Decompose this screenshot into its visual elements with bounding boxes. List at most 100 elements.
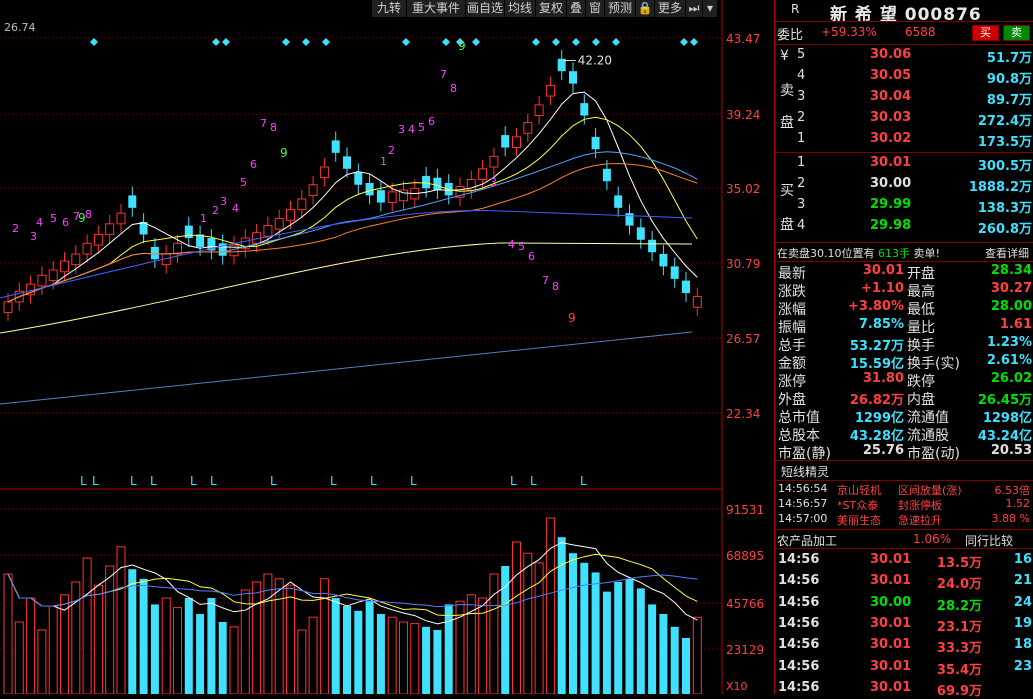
ask-price: 30.04 (870, 89, 912, 104)
count-label: 3 (490, 176, 497, 189)
candle-body-down (218, 243, 227, 256)
tick-count: 16 (1013, 552, 1032, 567)
tick-volume: 28.2万 (936, 598, 982, 614)
signal-diamond (472, 38, 480, 46)
candle-body-up (308, 184, 318, 196)
view-detail-link[interactable]: 查看详细 (985, 247, 1029, 260)
count-label: 2 (12, 222, 19, 235)
stat-label: 振幅 (778, 320, 806, 336)
volume-bar-up (3, 573, 13, 694)
count-label: 7 (260, 117, 267, 130)
candle-body-down (557, 58, 566, 72)
count-label: 7 (542, 274, 549, 287)
tick-volume: 23.1万 (936, 619, 982, 635)
stat-label: 量比 (907, 320, 935, 336)
volume-bar-up (489, 573, 499, 694)
candle-body-down (365, 182, 374, 196)
volume-bar-up (512, 541, 521, 694)
volume-bar-down (433, 630, 442, 694)
count-label: 8 (270, 121, 277, 134)
bid-price: 30.01 (870, 155, 912, 170)
signal-diamond (456, 38, 464, 46)
candle-body-up (286, 209, 295, 221)
sprite-time: 14:56:57 (778, 497, 828, 510)
tick-count: 23 (1013, 658, 1032, 674)
tick-price: 30.01 (870, 615, 912, 631)
toolbar-button-1[interactable]: 重大事件 (407, 0, 466, 17)
candle-body-up (93, 233, 103, 246)
stat-label: 内盘 (907, 392, 935, 408)
toolbar-button-7[interactable]: 预测 (605, 0, 636, 17)
toolbar-button-8[interactable]: 🔒 (636, 0, 655, 17)
tick-time: 14:56 (778, 552, 820, 567)
stat-label: 总手 (778, 338, 806, 354)
buy-button[interactable]: 买 (972, 25, 999, 41)
bottom-marker: L (330, 474, 337, 488)
sprite-stock: *ST众泰 (837, 499, 879, 512)
volume-bar-down (682, 638, 690, 694)
signal-diamond (592, 38, 600, 46)
stat-label: 最新 (778, 266, 806, 282)
toolbar-button-0[interactable]: 九转 (372, 0, 407, 17)
count-label: 4 (508, 238, 515, 251)
ask-level: 2 (797, 110, 806, 125)
toolbar-button-3[interactable]: 均线 (505, 0, 536, 17)
sell-button[interactable]: 卖 (1003, 25, 1030, 41)
tick-time: 14:56 (778, 637, 820, 653)
volume-bar-up (48, 605, 58, 694)
toolbar-button-2[interactable]: 画自选 (466, 0, 505, 17)
stat-value: 31.80 (862, 371, 904, 386)
volume-bar-up (14, 621, 24, 694)
signal-diamond (402, 38, 410, 46)
volume-bar-up (82, 557, 92, 694)
bid-volume: 138.3万 (977, 201, 1032, 216)
weibi-value: +59.33% (821, 25, 877, 39)
bottom-marker: L (530, 474, 537, 488)
stock-code: 000876 (904, 5, 982, 25)
sector-name[interactable]: 农产品加工 (777, 534, 838, 548)
volume-tick-label: 45766 (726, 597, 764, 611)
max-price-label: 42.20 (578, 54, 612, 68)
ask-price: 30.03 (870, 110, 912, 125)
candle-body-down (569, 71, 577, 84)
tick-volume: 69.9万 (936, 683, 982, 699)
volume-bar-down (602, 591, 611, 694)
candle-body-up (71, 253, 81, 266)
count-label: 2 (212, 204, 219, 217)
price-tick-label: 30.79 (726, 257, 760, 271)
signal-diamond (90, 38, 98, 46)
volume-bar-up (252, 581, 262, 694)
market-tag: R (791, 2, 800, 16)
top-left-label: 26.74 (4, 21, 36, 34)
quote-panel: R 新 希 望 000876 委比 +59.33% 6588 买 卖 ¥ 卖盘 5 3… (774, 0, 1033, 699)
toolbar-button-5[interactable]: 叠 (567, 0, 586, 17)
volume-bar-up (116, 546, 126, 694)
toolbar-button-4[interactable]: 复权 (536, 0, 567, 17)
count-label: 5 (240, 176, 247, 189)
sprite-title[interactable]: 短线精灵 (781, 465, 830, 479)
volume-bar-down (331, 598, 340, 694)
volume-tick-label: 23129 (726, 643, 764, 657)
ma120-line (0, 210, 693, 299)
candle-body-down (139, 222, 148, 235)
tick-price: 30.01 (870, 637, 912, 653)
candle-body-up (82, 242, 92, 255)
toolbar-button-6[interactable]: 窗 (586, 0, 605, 17)
signal-diamond (612, 38, 620, 46)
toolbar-button-9[interactable]: 更多 (655, 0, 686, 17)
stat-label: 市盈(静) (778, 446, 831, 462)
count-label: 7 (440, 68, 447, 81)
volume-tick-label: 68895 (726, 549, 764, 563)
sector-compare[interactable]: 同行比较 (965, 534, 1014, 548)
bottom-marker: L (210, 474, 217, 488)
volume-bar-down (591, 572, 600, 694)
stat-label: 市盈(动) (907, 446, 960, 462)
volume-bar-up (105, 565, 115, 694)
sprite-event: 封涨停板 (898, 499, 942, 512)
chevron-down-icon[interactable]: ▾ (703, 0, 718, 17)
count-label: 6 (62, 216, 69, 229)
play-end-icon[interactable]: ⏭ (686, 0, 703, 17)
volume-bar-down (139, 578, 148, 694)
order-notice[interactable]: 在卖盘30.10位置有 613手 卖单! (777, 245, 940, 261)
